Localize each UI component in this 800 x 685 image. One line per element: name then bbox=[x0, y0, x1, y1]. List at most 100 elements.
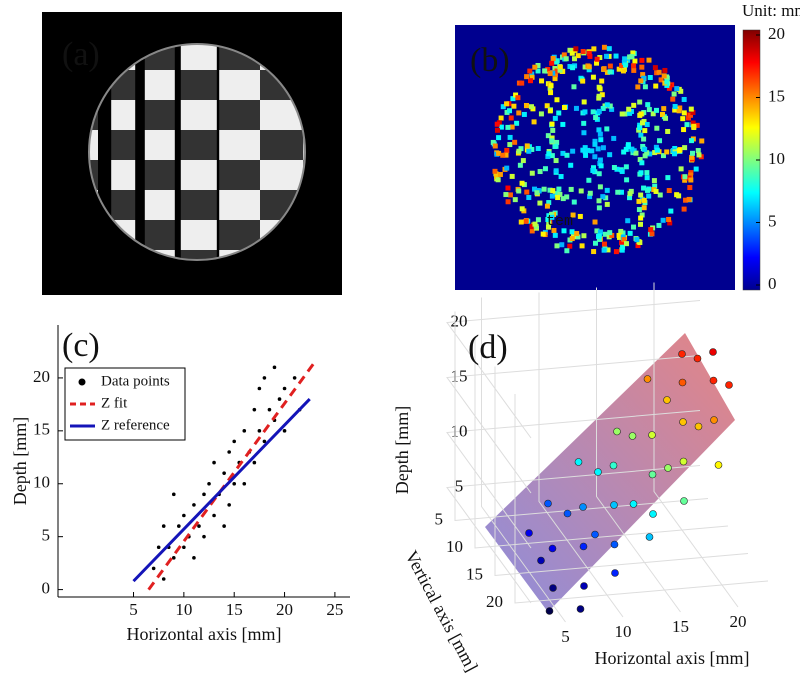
depth-pixel bbox=[597, 157, 603, 163]
depth-pixel bbox=[637, 157, 643, 163]
depth-pixel bbox=[631, 224, 637, 230]
depth-pixel bbox=[590, 165, 596, 171]
depth-pixel bbox=[631, 63, 637, 69]
data-point bbox=[678, 378, 687, 387]
data-point bbox=[252, 460, 257, 465]
depth-pixel bbox=[644, 170, 650, 176]
depth-pixel bbox=[559, 242, 565, 248]
depth-pixel bbox=[654, 147, 660, 153]
depth-pixel bbox=[688, 106, 694, 112]
depth-pixel bbox=[597, 184, 603, 190]
depth-pixel bbox=[645, 102, 651, 108]
depth-pixel bbox=[638, 111, 644, 117]
panel-label: (c) bbox=[62, 327, 100, 364]
data-point bbox=[579, 503, 587, 511]
depth-pixel bbox=[594, 56, 600, 62]
depth-pixel bbox=[557, 64, 563, 70]
depth-pixel bbox=[640, 120, 646, 126]
depth-pixel bbox=[627, 191, 633, 197]
depth-pixel bbox=[571, 84, 577, 90]
depth-pixel bbox=[546, 213, 552, 219]
depth-pixel bbox=[527, 78, 533, 84]
depth-pixel bbox=[592, 219, 598, 225]
data-point bbox=[257, 386, 262, 391]
depth-pixel bbox=[647, 151, 653, 157]
depth-pixel bbox=[653, 188, 659, 194]
depth-pixel bbox=[641, 205, 647, 211]
v-tick-label: 20 bbox=[486, 592, 503, 611]
z-tick-label: 10 bbox=[451, 421, 468, 440]
depth-pixel bbox=[636, 207, 642, 213]
depth-pixel bbox=[492, 143, 498, 149]
depth-pixel bbox=[623, 146, 629, 152]
data-point bbox=[714, 461, 723, 469]
data-point bbox=[648, 470, 657, 479]
depth-pixel bbox=[630, 50, 636, 56]
checker-cell bbox=[349, 160, 409, 190]
y-tick-label: 20 bbox=[33, 367, 50, 386]
depth-pixel bbox=[561, 52, 567, 58]
depth-pixel bbox=[496, 135, 502, 141]
checker-cell bbox=[180, 250, 217, 260]
x-tick-label: 25 bbox=[326, 600, 343, 619]
depth-pixel bbox=[604, 69, 610, 75]
data-point bbox=[242, 481, 247, 486]
depth-pixel bbox=[510, 96, 516, 102]
depth-pixel bbox=[642, 84, 648, 90]
depth-pixel bbox=[526, 148, 532, 154]
data-point bbox=[548, 544, 557, 553]
depth-pixel bbox=[601, 241, 607, 247]
data-point bbox=[664, 464, 672, 472]
data-point bbox=[272, 365, 277, 370]
data-point bbox=[576, 605, 585, 613]
checker-cell bbox=[349, 40, 409, 70]
depth-pixel bbox=[549, 214, 555, 220]
depth-pixel bbox=[573, 46, 579, 52]
grid-line bbox=[474, 339, 729, 549]
depth-pixel bbox=[645, 187, 651, 193]
data-point bbox=[709, 376, 718, 385]
depth-pixel bbox=[552, 115, 558, 121]
depth-pixel bbox=[516, 188, 522, 194]
depth-pixel bbox=[570, 65, 576, 71]
depth-pixel bbox=[572, 56, 578, 62]
depth-pixel bbox=[549, 60, 555, 66]
checker-cell bbox=[144, 190, 175, 220]
depth-pixel bbox=[596, 205, 602, 211]
depth-pixel bbox=[604, 53, 610, 59]
data-point bbox=[222, 471, 226, 475]
depth-pixel bbox=[611, 135, 617, 141]
x-tick-label: 5 bbox=[129, 600, 138, 619]
depth-pixel bbox=[554, 139, 560, 145]
panel-label: (a) bbox=[62, 36, 100, 73]
depth-pixel bbox=[532, 186, 538, 192]
x-tick-label: 5 bbox=[561, 627, 570, 646]
depth-pixel bbox=[494, 121, 500, 127]
depth-pixel bbox=[609, 232, 615, 238]
depth-pixel bbox=[597, 229, 603, 235]
depth-pixel bbox=[549, 121, 555, 127]
colorbar-tick-label: 0 bbox=[768, 274, 777, 293]
depth-pixel bbox=[691, 123, 697, 129]
depth-pixel bbox=[670, 96, 676, 102]
depth-pixel bbox=[683, 197, 689, 203]
checker-cell bbox=[144, 100, 175, 130]
grid-line bbox=[538, 292, 624, 618]
depth-pixel bbox=[592, 154, 598, 160]
data-point bbox=[549, 584, 557, 592]
depth-pixel bbox=[628, 109, 634, 115]
depth-pixel bbox=[596, 233, 602, 239]
depth-pixel bbox=[581, 120, 587, 126]
depth-pixel bbox=[582, 145, 588, 151]
depth-pixel bbox=[553, 143, 559, 149]
depth-pixel bbox=[681, 96, 687, 102]
depth-pixel bbox=[639, 212, 645, 218]
depth-pixel bbox=[597, 131, 603, 137]
data-point bbox=[679, 418, 687, 426]
depth-pixel bbox=[519, 80, 525, 86]
depth-pixel bbox=[600, 145, 606, 151]
depth-pixel bbox=[681, 110, 687, 116]
depth-pixel bbox=[554, 191, 560, 197]
checker-cell bbox=[180, 100, 217, 130]
depth-pixel bbox=[495, 177, 501, 183]
